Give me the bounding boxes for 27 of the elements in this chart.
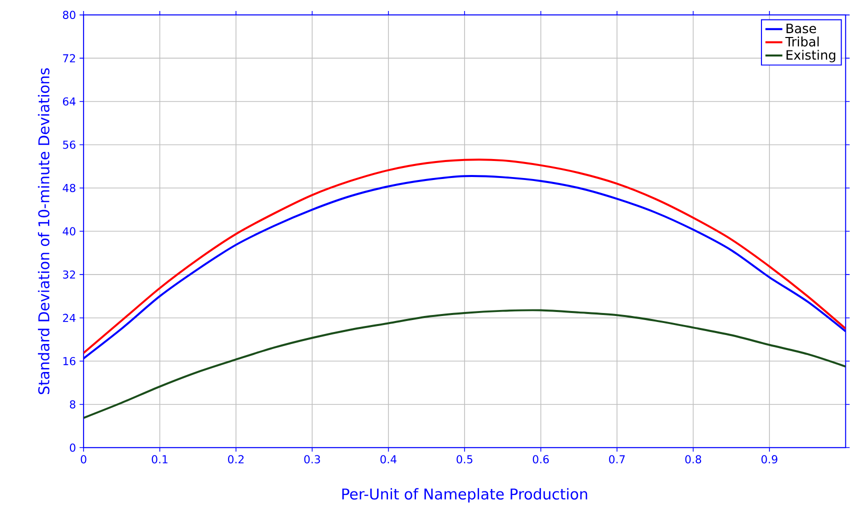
y-tick-label: 48 bbox=[62, 184, 76, 192]
y-tick-label: 56 bbox=[63, 140, 76, 149]
x-tick-label: 0.8 bbox=[685, 455, 702, 464]
y-tick-label: 32 bbox=[63, 270, 75, 279]
y-tick-label: 64 bbox=[62, 97, 76, 106]
y-tick-label: 24 bbox=[63, 314, 76, 322]
legend-label: Tribal bbox=[785, 36, 819, 46]
y-tick-label: 80 bbox=[62, 10, 76, 19]
y-tick-label: 8 bbox=[70, 400, 76, 408]
x-tick-label: 0 bbox=[80, 455, 86, 464]
y-tick-label: 40 bbox=[62, 227, 76, 236]
legend-label: Existing bbox=[786, 50, 836, 62]
line-series bbox=[84, 309, 846, 419]
x-tick-label: 0.2 bbox=[228, 455, 244, 464]
x-tick-label: 0.5 bbox=[456, 455, 472, 464]
y-tick-label: 16 bbox=[63, 356, 76, 366]
x-tick-label: 0.9 bbox=[761, 455, 778, 464]
x-tick-label: 0.3 bbox=[304, 455, 320, 464]
y-axis-title: Standard Deviation of 10-minute Deviations bbox=[38, 68, 50, 394]
y-tick-label: 72 bbox=[63, 54, 75, 62]
legend-label: Base bbox=[786, 24, 816, 34]
x-tick-label: 0.4 bbox=[380, 455, 396, 464]
y-tick-label: 0 bbox=[70, 443, 76, 452]
x-axis-title: Per-Unit of Nameplate Production bbox=[342, 488, 588, 502]
x-tick-label: 0.7 bbox=[609, 455, 625, 464]
x-tick-label: 0.6 bbox=[532, 455, 549, 464]
x-tick-label: 0.1 bbox=[152, 455, 168, 464]
